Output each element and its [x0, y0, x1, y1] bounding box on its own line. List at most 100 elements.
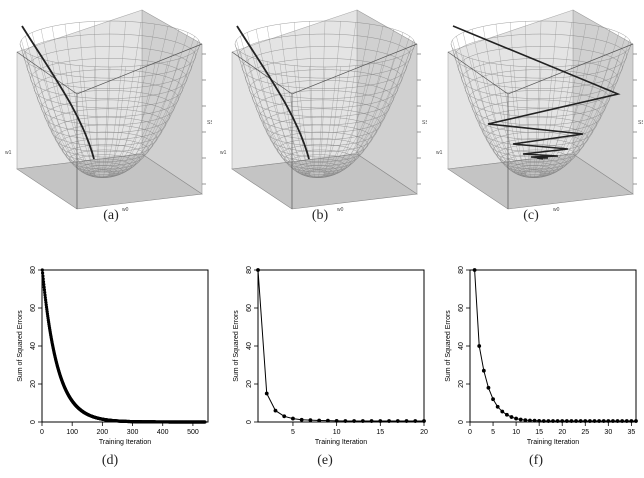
data-point	[41, 274, 45, 278]
mesh-rib	[322, 26, 384, 172]
data-point	[578, 419, 583, 423]
data-point	[629, 419, 634, 423]
data-point	[334, 418, 339, 423]
w1-axis-label: w1	[220, 150, 227, 156]
mesh-rib	[79, 22, 100, 172]
mesh-rib	[450, 43, 526, 175]
data-point	[504, 412, 509, 417]
mesh-rib	[324, 39, 414, 174]
mesh-rib	[324, 36, 410, 174]
mesh-rib	[452, 39, 526, 174]
mesh-rib	[510, 22, 531, 172]
data-point	[509, 415, 514, 419]
mesh-rib	[105, 63, 156, 178]
error-surface-a: SSE w0 w1	[2, 4, 212, 214]
y-tick-label: 80	[30, 266, 37, 274]
sse-plot-f: 0 20 40 60 80 0 5 10 15 20 25 30 35 Training Iteratio…	[445, 266, 638, 446]
data-point	[532, 418, 537, 423]
mesh-rib	[21, 39, 95, 174]
data-point	[43, 290, 47, 295]
mesh-rib	[535, 65, 572, 178]
data-point	[518, 417, 523, 422]
mesh-rib	[94, 66, 101, 178]
mesh-rib	[536, 24, 587, 172]
data-point	[395, 419, 400, 423]
w0-axis-label: w0	[122, 207, 129, 213]
y-axis-label: Sum of Squared Errors	[17, 310, 24, 382]
data-point	[44, 303, 48, 307]
y-tick-label: 40	[30, 342, 37, 350]
data-point	[42, 285, 46, 289]
data-point	[597, 419, 602, 423]
mesh-rib	[534, 66, 557, 178]
sse-axis-label: SSE	[638, 120, 643, 126]
mesh-rib	[240, 36, 310, 174]
data-point	[606, 419, 611, 423]
data-point	[500, 409, 505, 414]
data-point	[291, 416, 295, 421]
y-tick-label: 60	[30, 304, 37, 312]
data-point	[634, 419, 638, 423]
data-point	[555, 419, 560, 423]
mesh-rib	[540, 36, 626, 174]
mesh-rib	[540, 47, 630, 175]
data-point	[486, 385, 491, 390]
mesh-rib	[94, 21, 101, 172]
mesh-rib	[471, 29, 527, 173]
mesh-rib	[246, 32, 311, 173]
data-point	[422, 419, 426, 423]
data-point	[491, 397, 495, 402]
mesh-rib	[462, 32, 527, 173]
mesh-rib	[294, 65, 315, 178]
mesh-rib	[107, 26, 169, 172]
mesh-rib	[266, 61, 312, 177]
mesh-rib	[456, 36, 526, 174]
descent-path	[452, 25, 621, 160]
mesh-rib	[107, 61, 169, 177]
sse-plot-e: 0 20 40 60 80 5 10 15 20 Training Iteration Sum of…	[233, 266, 428, 446]
y-tick-label: 20	[458, 380, 465, 388]
data-point	[569, 419, 574, 423]
plot-frame	[257, 269, 425, 423]
x-axis-label: Training Iteration	[99, 439, 151, 446]
data-point	[624, 419, 629, 423]
w0-axis-label: w0	[337, 207, 344, 213]
mesh-rib	[31, 32, 96, 173]
caption-e: (e)	[317, 453, 333, 468]
x-tick-label: 5	[291, 429, 295, 436]
data-point	[273, 408, 278, 413]
data-point	[282, 414, 287, 419]
x-tick-label: 35	[627, 429, 635, 436]
data-point	[514, 416, 519, 421]
descent-path	[21, 25, 95, 160]
x-tick-label: 5	[491, 429, 495, 436]
mesh-rib	[534, 21, 557, 172]
mesh-rib	[540, 39, 630, 174]
data-point	[413, 419, 418, 423]
mesh-rib	[51, 61, 97, 177]
sse-axis-label: SSE	[422, 120, 427, 126]
mesh-rib	[538, 61, 600, 177]
data-point	[43, 295, 47, 300]
mesh-rib	[25, 36, 95, 174]
x-tick-label: 300	[127, 429, 139, 436]
mesh-rib	[101, 20, 111, 172]
y-tick-label: 80	[458, 266, 465, 274]
mesh-rib	[538, 26, 600, 172]
data-point	[352, 419, 357, 423]
sse-axis-label: SSE	[207, 120, 212, 126]
data-point	[264, 391, 269, 396]
caption-b: (b)	[311, 208, 329, 223]
x-tick-label: 10	[512, 429, 520, 436]
data-point	[41, 280, 46, 284]
y-tick-label: 20	[246, 380, 253, 388]
y-tick-label: 40	[246, 342, 253, 350]
data-point	[325, 418, 330, 423]
data-point	[611, 419, 615, 423]
w1-axis-label: w1	[5, 150, 12, 156]
caption-c: (c)	[523, 208, 539, 223]
mesh-rib	[482, 61, 528, 177]
y-tick-label: 60	[458, 304, 465, 312]
mesh-rib	[318, 21, 341, 172]
y-tick-label: 80	[246, 266, 253, 274]
